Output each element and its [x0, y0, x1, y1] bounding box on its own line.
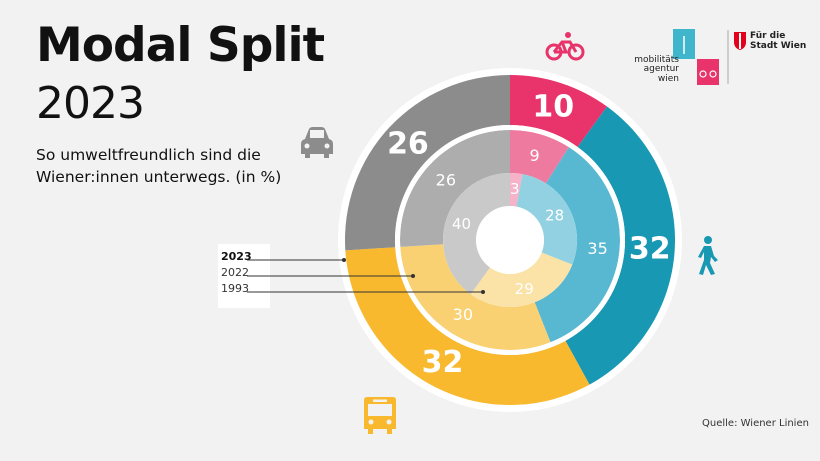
- label-2023-car: 26: [387, 127, 429, 162]
- source-note: Quelle: Wiener Linien: [702, 418, 809, 429]
- pedestrian-icon: [698, 236, 718, 275]
- donut-rings: [345, 75, 675, 405]
- bicycle-icon: [545, 32, 585, 61]
- donut-center: [476, 206, 544, 274]
- mobility-agency-text: mobilitäts agentur wien: [634, 55, 679, 84]
- slice-2023-public_transport: [345, 247, 590, 405]
- label-2023-bike: 10: [532, 89, 574, 124]
- label-2022-car: 26: [436, 170, 456, 189]
- slice-1993-public_transport: [470, 252, 573, 307]
- chart-year: 2023: [36, 78, 145, 129]
- slice-1993-walk: [516, 174, 577, 265]
- legend-dot-2022: [411, 274, 415, 278]
- label-2023-walk: 32: [629, 231, 671, 266]
- bus-icon: [364, 397, 396, 434]
- label-2022-bike: 9: [529, 146, 539, 165]
- legend-dot-1993: [481, 290, 485, 294]
- legend-year-2022: 2022: [221, 266, 249, 279]
- slice-2023-bike: [510, 75, 607, 147]
- label-2022-public_transport: 30: [453, 305, 473, 324]
- slice-1993-car: [443, 173, 510, 295]
- label-2022-walk: 35: [587, 239, 607, 258]
- donut-labels: 10 32 32 26 9 35 30 26 3 28 29 40: [387, 89, 671, 380]
- slice-2022-walk: [534, 147, 620, 343]
- label-1993-walk: 28: [545, 206, 564, 224]
- label-1993-car: 40: [452, 215, 471, 233]
- slice-2023-car: [345, 75, 510, 251]
- mobility-agency-logo: [673, 29, 719, 85]
- slice-2022-car: [400, 130, 510, 247]
- chart-subtitle: So umweltfreundlich sind die Wiener:inne…: [36, 146, 282, 187]
- legend-year-1993: 1993: [221, 282, 249, 295]
- legend-dot-2023: [342, 258, 346, 262]
- label-1993-public_transport: 29: [515, 280, 534, 298]
- chart-title: Modal Split: [36, 18, 325, 73]
- slice-2022-bike: [510, 130, 569, 184]
- label-2023-public_transport: 32: [422, 345, 464, 380]
- ring-separator: [395, 125, 625, 355]
- city-logo-text: Für die Stadt Wien: [750, 31, 807, 52]
- vienna-coat-of-arms-logo: [734, 32, 746, 50]
- label-1993-bike: 3: [510, 180, 520, 198]
- slice-2023-walk: [565, 106, 675, 385]
- car-icon: [301, 127, 333, 158]
- legend-year-2023: 2023: [221, 250, 252, 263]
- slice-2022-public_transport: [400, 244, 551, 350]
- slice-1993-bike: [510, 173, 523, 207]
